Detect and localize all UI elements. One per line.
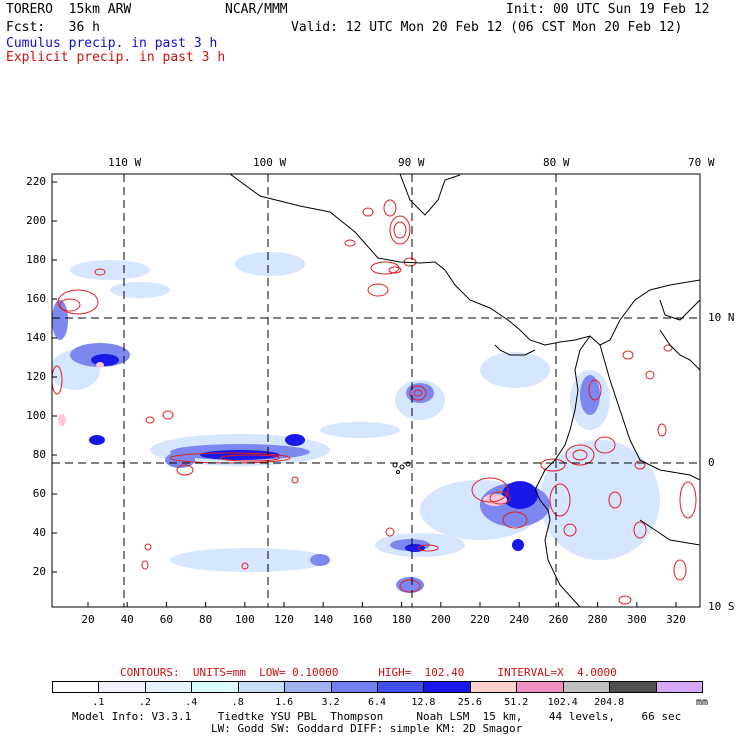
colorbar-swatch xyxy=(469,681,518,693)
lat-lon-grid xyxy=(52,174,700,607)
y-tick-label: 80 xyxy=(32,448,46,461)
y-tick-label: 220 xyxy=(26,175,46,188)
colorbar-swatch xyxy=(237,681,286,693)
colorbar-swatch xyxy=(377,681,425,693)
x-tick-label: 300 xyxy=(626,613,647,626)
colorbar-swatch xyxy=(516,681,564,693)
x-tick-label: 320 xyxy=(666,613,686,626)
x-tick-label: 120 xyxy=(274,613,294,626)
x-tick-label: 260 xyxy=(548,613,569,626)
coastlines xyxy=(229,174,700,607)
y-tick-label: 180 xyxy=(26,253,46,266)
colorbar-swatch xyxy=(191,681,239,693)
valid-time: Valid: 12 UTC Mon 20 Feb 12 (06 CST Mon … xyxy=(291,20,683,35)
x-tick-label: 140 xyxy=(313,613,334,626)
colorbar-label: 1.6 xyxy=(275,697,294,708)
colorbar-swatch xyxy=(144,681,193,693)
colorbar-swatch xyxy=(284,681,332,693)
x-tick-label: 60 xyxy=(159,613,174,626)
colorbar-label: 12.8 xyxy=(411,697,436,708)
colorbar-swatch xyxy=(98,681,146,693)
contours-info: CONTOURS: UNITS=mm LOW= 0.10000 HIGH= 10… xyxy=(120,666,617,679)
colorbar-label: 51.2 xyxy=(504,697,529,708)
organization-label: NCAR/MMM xyxy=(225,2,288,17)
x-tick-label: 200 xyxy=(430,613,451,626)
lon-label-90w: 90 W xyxy=(398,156,425,169)
x-tick-label: 80 xyxy=(198,613,213,626)
lat-label-10s: 10 S xyxy=(708,600,735,613)
x-tick-label: 180 xyxy=(391,613,412,626)
explicit-legend: Explicit precip. in past 3 h xyxy=(6,50,226,65)
y-tick-label: 40 xyxy=(32,526,46,539)
x-tick-label: 160 xyxy=(352,613,373,626)
forecast-hour: Fcst: 36 h xyxy=(6,20,100,35)
colorbar-label: 204.8 xyxy=(594,697,625,708)
y-axis-ticks xyxy=(52,181,57,573)
y-tick-label: 200 xyxy=(26,214,46,227)
colorbar-label: .8 xyxy=(231,697,244,708)
colorbar-swatch xyxy=(562,681,611,693)
x-tick-label: 20 xyxy=(81,613,95,626)
explicit-precip-contours xyxy=(52,199,697,605)
colorbar-swatch xyxy=(609,681,657,693)
colorbar-label: 25.6 xyxy=(457,697,482,708)
map-frame xyxy=(51,173,701,608)
colorbar-unit: mm xyxy=(696,697,709,708)
colorbar-swatch xyxy=(52,681,100,693)
colorbar-label: .4 xyxy=(185,697,198,708)
colorbar-label: .2 xyxy=(138,697,151,708)
colorbar-label: 102.4 xyxy=(547,697,578,708)
y-tick-label: 140 xyxy=(26,331,46,344)
lon-label-100w: 100 W xyxy=(253,156,287,169)
colorbar-swatch xyxy=(330,681,378,693)
colorbar-label: .1 xyxy=(92,697,105,708)
lat-label-10n: 10 N xyxy=(708,311,735,324)
lon-label-80w: 80 W xyxy=(543,156,570,169)
x-tick-label: 240 xyxy=(509,613,530,626)
very-heavy-precip-areas xyxy=(58,362,507,506)
lon-label-70w: 70 W xyxy=(688,156,715,169)
y-tick-label: 120 xyxy=(26,370,46,383)
model-info: Model Info: V3.3.1 Tiedtke YSU PBL Thomp… xyxy=(72,710,682,723)
colorbar-label: 6.4 xyxy=(367,697,387,708)
x-tick-label: 100 xyxy=(234,613,255,626)
y-tick-label: 160 xyxy=(26,292,46,305)
x-tick-label: 40 xyxy=(120,613,134,626)
x-tick-label: 280 xyxy=(587,613,608,626)
y-tick-label: 20 xyxy=(32,565,46,578)
precip-field xyxy=(52,174,700,607)
x-tick-label: 220 xyxy=(470,613,490,626)
y-tick-label: 100 xyxy=(26,409,46,422)
cumulus-legend: Cumulus precip. in past 3 h xyxy=(6,36,218,51)
lon-label-110w: 110 W xyxy=(108,156,142,169)
init-time: Init: 00 UTC Sun 19 Feb 12 xyxy=(506,2,710,17)
x-axis-ticks xyxy=(87,602,677,607)
physics-info: LW: Godd SW: Goddard DIFF: simple KM: 2D… xyxy=(211,722,523,735)
lat-label-0: 0 xyxy=(708,456,715,469)
y-tick-label: 60 xyxy=(32,487,46,500)
model-title: TORERO 15km ARW xyxy=(6,2,132,17)
colorbar-label: 3.2 xyxy=(321,697,340,708)
colorbar-swatch xyxy=(423,681,471,693)
colorbar-swatch xyxy=(655,681,703,693)
